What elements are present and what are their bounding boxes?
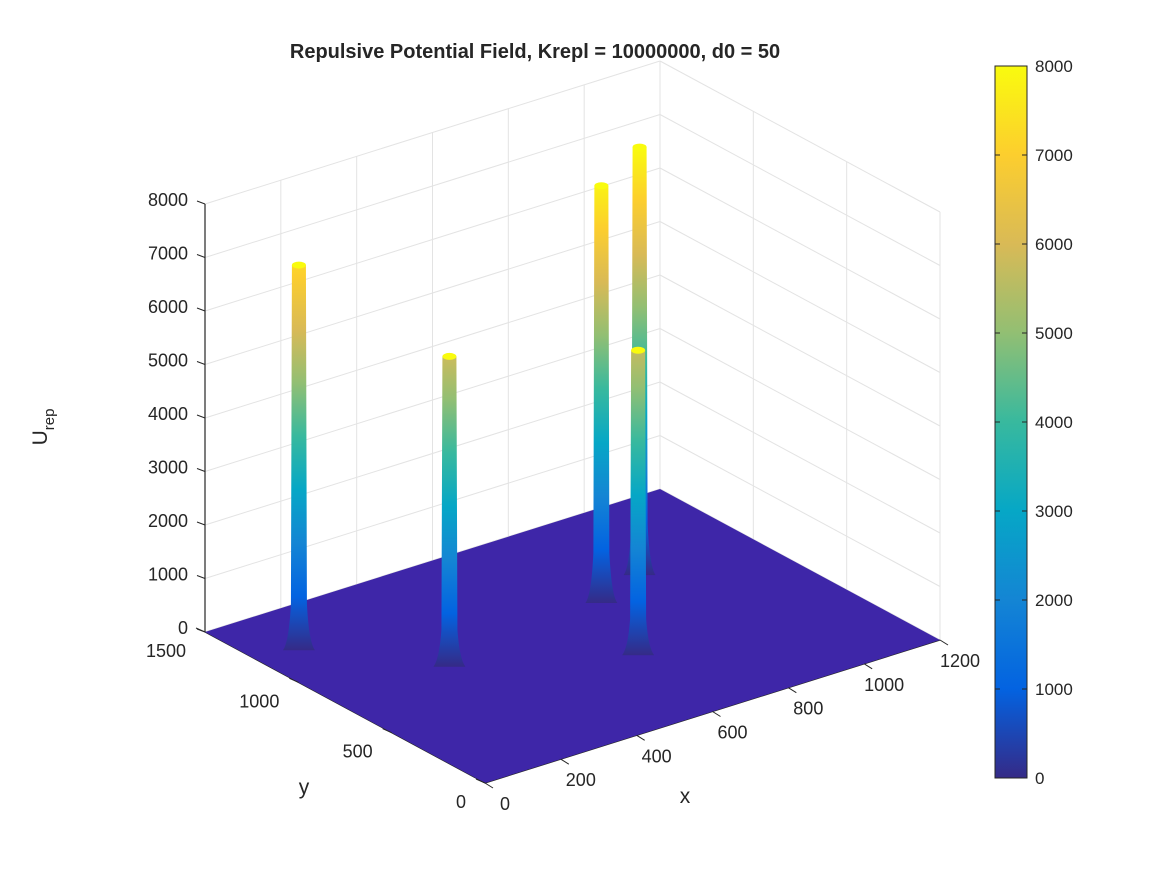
x-tick-label: 200	[566, 770, 596, 790]
peak-spike	[433, 356, 466, 667]
colorbar: 0 1000 2000 3000 4000 5000 6000 7000 8000	[994, 57, 1073, 788]
peak-cap	[291, 261, 306, 269]
z-tick-label: 1000	[148, 565, 188, 585]
x-tick-label: 800	[793, 699, 823, 719]
grid-line	[659, 328, 941, 480]
peak-cap	[632, 143, 647, 151]
colorbar-ticks: 0 1000 2000 3000 4000 5000 6000 7000 8000	[995, 57, 1073, 788]
colorbar-tick-label: 8000	[1035, 57, 1073, 76]
y-tick-label: 0	[456, 792, 466, 812]
surface-peaks	[282, 143, 656, 667]
colorbar-tick-label: 4000	[1035, 413, 1073, 432]
z-tick-mark	[196, 414, 206, 419]
z-tick-label: 7000	[148, 244, 188, 264]
z-tick-mark	[196, 521, 206, 526]
grid-line	[204, 221, 661, 365]
grid-line	[659, 381, 941, 534]
grid-line	[659, 114, 941, 266]
colorbar-tick-label: 6000	[1035, 235, 1073, 254]
z-tick-mark	[196, 628, 206, 633]
x-tick-mark	[939, 639, 949, 646]
grid-line	[659, 221, 941, 373]
chart-title: Repulsive Potential Field, Krepl = 10000…	[290, 41, 780, 63]
x-tick-mark	[636, 734, 645, 741]
x-tick-label: 1000	[864, 675, 904, 695]
x-tick-mark	[484, 782, 494, 789]
grid-line	[204, 381, 661, 526]
z-tick-label: 3000	[148, 458, 188, 478]
grid-line	[659, 274, 941, 427]
z-tick-label: 4000	[148, 404, 188, 424]
svg-text:Urep: Urep	[29, 409, 58, 446]
z-tick-label: 5000	[148, 351, 188, 371]
surface-floor	[205, 489, 940, 783]
grid-line	[204, 435, 661, 579]
z-tick-mark	[196, 575, 206, 579]
y-tick-mark	[475, 778, 486, 784]
y-tick-label: 1000	[239, 691, 279, 711]
x-tick-label: 0	[500, 794, 510, 814]
colorbar-tick-label: 2000	[1035, 591, 1073, 610]
colorbar-gradient	[994, 65, 1028, 779]
peak-spike	[282, 265, 315, 651]
x-tick-label: 400	[642, 746, 672, 766]
x-tick-label: 1200	[940, 651, 980, 671]
grid-line	[204, 167, 661, 312]
x-tick-mark	[863, 663, 873, 670]
grid-line	[659, 60, 941, 213]
z-tick-mark	[196, 307, 206, 312]
z-tick-label: 0	[178, 618, 188, 638]
x-tick-mark	[712, 711, 721, 717]
z-tick-label: 2000	[148, 511, 188, 531]
x-tick-label: 600	[717, 723, 747, 743]
grid-line	[659, 167, 941, 320]
x-tick-mark	[560, 758, 570, 765]
y-axis-label: y	[299, 776, 310, 799]
z-tick-mark	[196, 361, 206, 365]
z-tick-label: 6000	[148, 297, 188, 317]
colorbar-tick-label: 1000	[1035, 680, 1073, 699]
colorbar-tick-label: 5000	[1035, 324, 1073, 343]
z-axis-label-main: U	[29, 430, 52, 445]
grid-line	[204, 328, 661, 472]
peak-spike	[622, 350, 655, 656]
z-axis-label-subscript: rep	[41, 409, 58, 431]
y-tick-mark	[289, 677, 299, 683]
x-axis-label: x	[680, 785, 691, 808]
surface-floor-plane	[205, 489, 940, 783]
x-tick-mark	[788, 687, 797, 694]
peak-cap	[594, 182, 609, 190]
axis-ticks: 0 200 400 600 800 1000 1200 0 500 1000 1500 0 1000 20…	[146, 190, 980, 814]
grid-line	[659, 435, 941, 587]
grid-line	[204, 60, 661, 205]
z-tick-mark	[196, 468, 206, 472]
peak-spike	[585, 185, 618, 604]
y-tick-label: 500	[343, 742, 373, 762]
z-axis-label: Urep	[29, 409, 58, 446]
peak-cap	[442, 352, 457, 360]
colorbar-tick-label: 7000	[1035, 146, 1073, 165]
grid-line	[204, 274, 661, 419]
z-tick-mark	[196, 254, 206, 258]
y-tick-mark	[382, 728, 392, 734]
grid-line	[204, 114, 661, 258]
z-tick-mark	[196, 200, 206, 205]
colorbar-tick-label: 0	[1035, 769, 1044, 788]
z-tick-label: 8000	[148, 190, 188, 210]
y-tick-label: 1500	[146, 641, 186, 661]
peak-cap	[631, 346, 646, 354]
colorbar-tick-label: 3000	[1035, 502, 1073, 521]
